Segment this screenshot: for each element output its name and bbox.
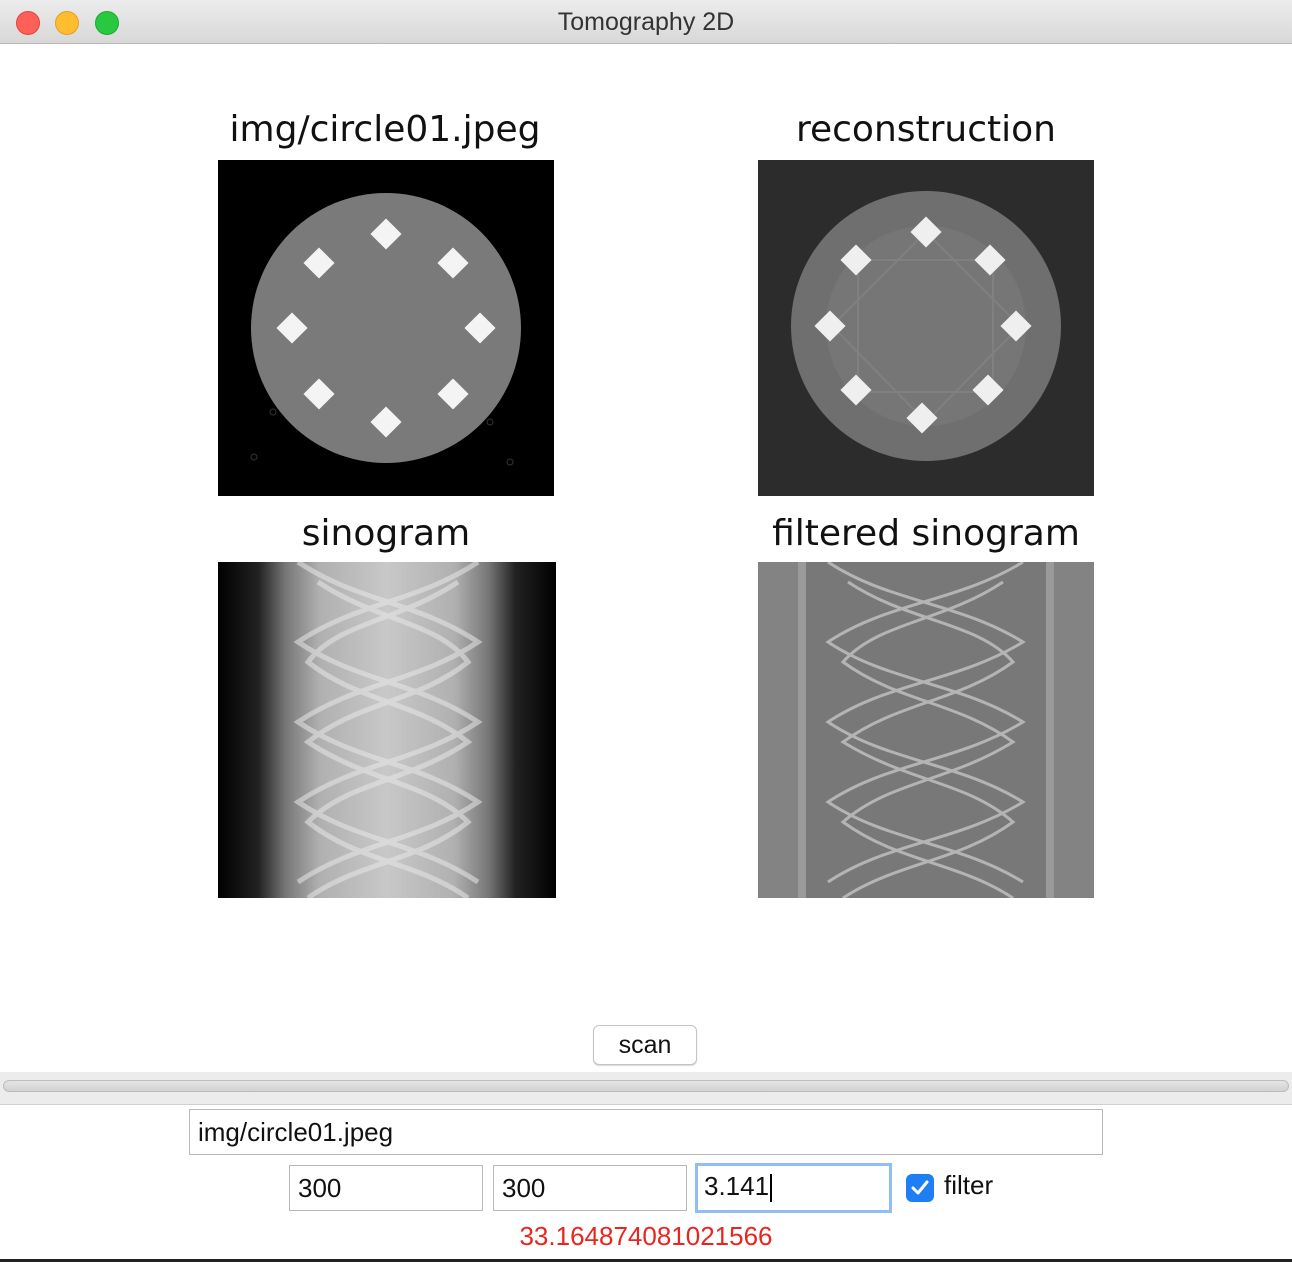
- filter-label[interactable]: filter: [944, 1170, 994, 1200]
- range-input-value: 3.141: [704, 1171, 770, 1201]
- sinogram-image: [218, 562, 556, 898]
- progress-fill: [4, 1081, 1288, 1091]
- text-caret: [770, 1174, 773, 1203]
- panel-title-sinogram: sinogram: [301, 513, 471, 554]
- reconstruction-image: [758, 160, 1094, 496]
- filtered-sinogram-image: [758, 562, 1094, 898]
- window-title: Tomography 2D: [557, 8, 735, 36]
- range-input[interactable]: 3.141: [695, 1163, 892, 1213]
- file-path-input[interactable]: img/circle01.jpeg: [189, 1109, 1103, 1155]
- scan-button[interactable]: scan: [593, 1025, 697, 1065]
- panel-title-filtered-sinogram: filtered sinogram: [772, 513, 1080, 554]
- original-image: [218, 160, 554, 496]
- panel-title-reconstruction: reconstruction: [795, 109, 1057, 150]
- close-window-button[interactable]: [16, 11, 40, 35]
- window-bottom-border: [0, 1259, 1292, 1262]
- checkmark-icon: [911, 1180, 929, 1195]
- progress-bar: [3, 1080, 1289, 1092]
- window-titlebar: Tomography 2D: [0, 0, 1292, 44]
- progress-area: [0, 1072, 1292, 1105]
- filter-checkbox[interactable]: [906, 1174, 934, 1202]
- scans-input[interactable]: 300: [493, 1165, 687, 1211]
- result-value: 33.164874081021566: [519, 1221, 773, 1251]
- maximize-window-button[interactable]: [95, 11, 119, 35]
- minimize-window-button[interactable]: [55, 11, 79, 35]
- detectors-input[interactable]: 300: [289, 1165, 483, 1211]
- panel-title-original: img/circle01.jpeg: [229, 109, 541, 150]
